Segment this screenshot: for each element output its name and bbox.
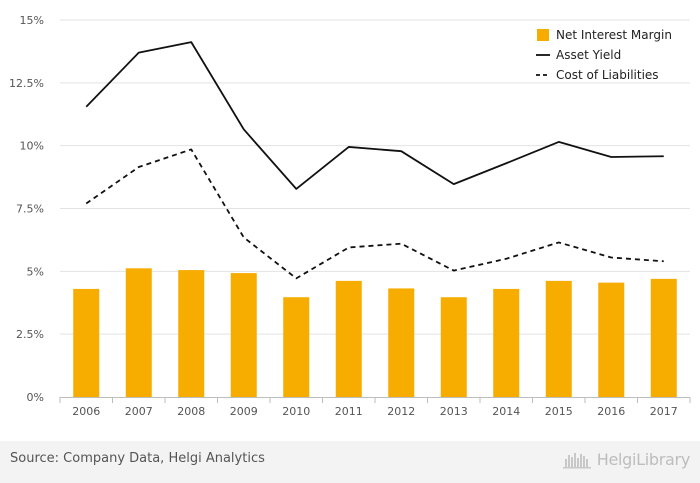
y-tick-label: 0%: [27, 391, 44, 404]
legend-label: Cost of Liabilities: [556, 68, 659, 82]
line-asset-yield: [85, 41, 664, 190]
legend-label: Asset Yield: [556, 48, 621, 62]
source-note: Source: Company Data, Helgi Analytics: [10, 451, 265, 466]
combo-chart: 0% 2.5% 5% 7.5% 10% 12.5% 15% 2006 2007 2008 2009 2…: [9, 14, 691, 418]
bar-net-interest-margin: [650, 278, 677, 397]
bar-net-interest-margin: [230, 273, 257, 397]
y-tick-label: 5%: [27, 265, 44, 278]
helgi-library-logo: HelgiLibrary: [562, 447, 691, 471]
x-tick-label: 2010: [282, 405, 310, 418]
y-tick-label: 2.5%: [16, 328, 44, 341]
bar-net-interest-margin: [545, 280, 572, 397]
x-tick-label: 2017: [650, 405, 678, 418]
x-tick-label: 2011: [335, 405, 363, 418]
legend-label: Net Interest Margin: [556, 28, 672, 42]
x-tick-label: 2012: [387, 405, 415, 418]
bar-net-interest-margin: [335, 280, 362, 397]
library-books-icon: [562, 453, 591, 469]
bar-net-interest-margin: [493, 288, 520, 397]
x-tick-label: 2007: [125, 405, 153, 418]
x-tick-label: 2015: [545, 405, 573, 418]
y-tick-label: 10%: [20, 140, 44, 153]
bar-net-interest-margin: [178, 270, 205, 397]
x-tick-label: 2013: [440, 405, 468, 418]
bar-net-interest-margin: [440, 297, 467, 397]
x-tick-label: 2008: [177, 405, 205, 418]
x-tick-label: 2014: [492, 405, 520, 418]
footer-bar: Source: Company Data, Helgi Analytics He…: [0, 441, 700, 483]
y-tick-label: 12.5%: [9, 77, 44, 90]
x-tick-label: 2006: [72, 405, 100, 418]
bar-net-interest-margin: [283, 297, 310, 397]
y-tick-label: 15%: [20, 14, 44, 27]
logo-wordmark: HelgiLibrary: [596, 449, 691, 469]
bar-net-interest-margin: [598, 282, 625, 397]
x-tick-label: 2009: [230, 405, 258, 418]
y-tick-label: 7.5%: [16, 203, 44, 216]
bar-net-interest-margin: [125, 268, 152, 397]
chart-area: 0% 2.5% 5% 7.5% 10% 12.5% 15% 2006 2007 2008 2009 2…: [9, 14, 691, 418]
x-tick-label: 2016: [597, 405, 625, 418]
line-cost-of-liabilities: [85, 148, 664, 280]
bar-net-interest-margin: [388, 288, 415, 397]
legend-swatch: [537, 29, 549, 41]
bar-net-interest-margin: [73, 288, 100, 397]
